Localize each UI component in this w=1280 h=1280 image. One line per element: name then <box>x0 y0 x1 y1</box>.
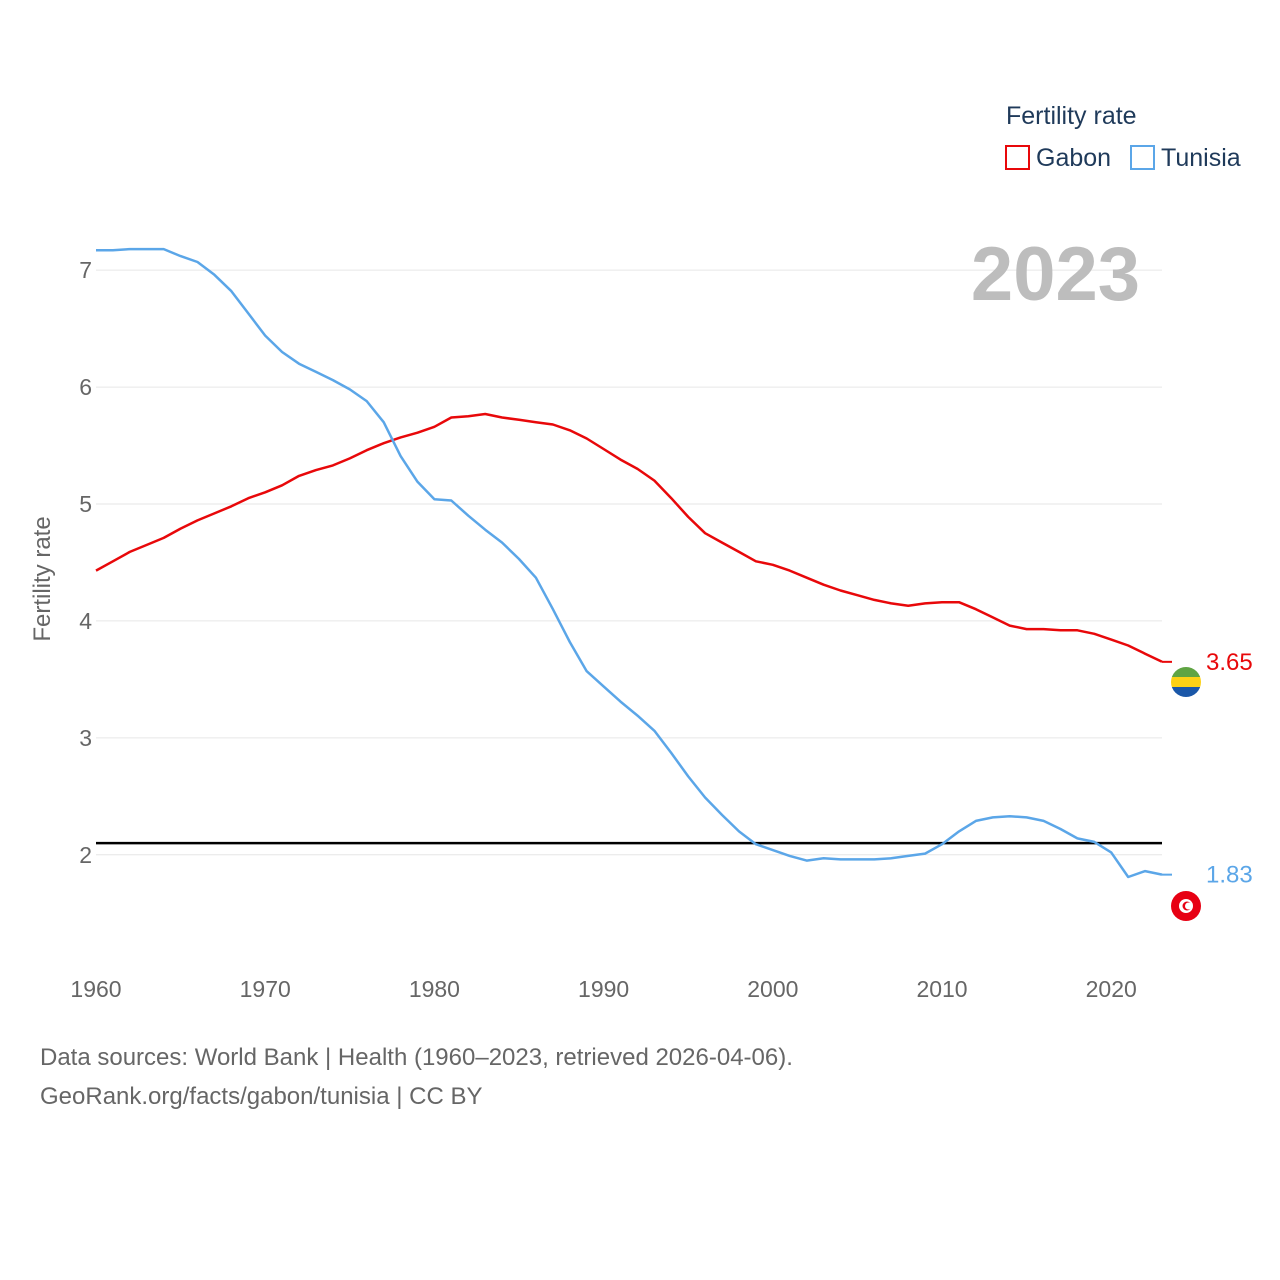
year-label: 2023 <box>971 232 1140 317</box>
legend: Fertility rate Gabon Tunisia <box>1005 102 1241 172</box>
data-source-note: Data sources: World Bank | Health (1960–… <box>40 1044 793 1071</box>
grid <box>96 269 1162 856</box>
y-axis: 2 3 4 5 6 7 <box>79 257 92 868</box>
series-end-markers: 3.65 1.83 <box>1162 649 1253 889</box>
y-tick-5: 5 <box>79 491 92 517</box>
end-value-tunisia: 1.83 <box>1206 862 1253 889</box>
y-tick-7: 7 <box>79 257 92 283</box>
x-tick-1960: 1960 <box>70 976 121 1002</box>
tunisia-flag-icon <box>1171 891 1201 921</box>
legend-label-gabon: Gabon <box>1036 144 1111 172</box>
legend-item-tunisia[interactable]: Tunisia <box>1130 144 1241 172</box>
legend-swatch-gabon <box>1005 145 1030 170</box>
y-tick-6: 6 <box>79 374 92 400</box>
x-tick-1990: 1990 <box>578 976 629 1002</box>
x-axis: 1960 1970 1980 1990 2000 2010 2020 <box>70 976 1136 1002</box>
y-axis-label: Fertility rate <box>29 516 56 641</box>
x-tick-2000: 2000 <box>747 976 798 1002</box>
legend-label-tunisia: Tunisia <box>1161 144 1241 172</box>
series-line-gabon[interactable] <box>95 412 1163 663</box>
legend-title: Fertility rate <box>1006 102 1137 130</box>
legend-item-gabon[interactable]: Gabon <box>1005 144 1111 172</box>
gabon-flag-icon <box>1171 667 1201 697</box>
legend-swatch-tunisia <box>1130 145 1155 170</box>
x-tick-2020: 2020 <box>1086 976 1137 1002</box>
site-credit[interactable]: GeoRank.org/facts/gabon/tunisia | CC BY <box>40 1083 483 1110</box>
y-tick-3: 3 <box>79 725 92 751</box>
x-tick-2010: 2010 <box>916 976 967 1002</box>
series-line-tunisia[interactable] <box>96 247 1163 879</box>
end-value-gabon: 3.65 <box>1206 649 1253 676</box>
x-tick-1980: 1980 <box>409 976 460 1002</box>
series-lines <box>95 247 1163 879</box>
y-tick-2: 2 <box>79 842 92 868</box>
x-tick-1970: 1970 <box>240 976 291 1002</box>
y-tick-4: 4 <box>79 608 92 634</box>
